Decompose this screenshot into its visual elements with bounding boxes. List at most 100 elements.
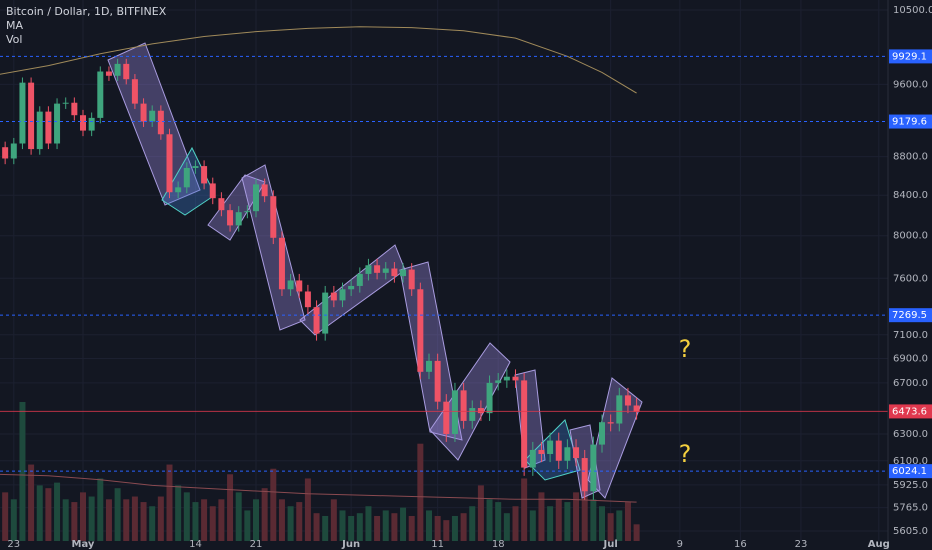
candle-body <box>624 395 631 406</box>
volume-bar <box>218 499 225 541</box>
candle-body <box>278 237 285 290</box>
volume-bar <box>564 502 571 541</box>
y-tick-label: 7600.0 <box>893 273 928 284</box>
x-tick-label: 21 <box>250 539 263 550</box>
volume-pane <box>0 402 640 541</box>
volume-bar <box>36 485 43 541</box>
candle-body <box>417 289 424 372</box>
candle-body <box>599 422 605 445</box>
candle-body <box>175 187 182 193</box>
candle-body <box>538 449 545 454</box>
candle-body <box>590 444 597 492</box>
candle-body <box>460 390 467 421</box>
candle-body <box>564 447 571 461</box>
candle-body <box>581 458 588 492</box>
candle-body <box>330 292 337 301</box>
volume-bar <box>131 496 138 541</box>
x-tick-label: May <box>72 539 95 550</box>
volume-bar <box>54 482 61 541</box>
candle-body <box>469 408 476 421</box>
volume-bar <box>624 502 631 541</box>
candle-body <box>149 110 156 122</box>
y-tick-label: 10500.0 <box>893 5 932 16</box>
candle-body <box>105 71 112 76</box>
y-tick-label: 6300.0 <box>893 429 928 440</box>
y-tick-label: 9600.0 <box>893 79 928 90</box>
volume-bar <box>460 513 467 541</box>
candle-body <box>443 401 450 434</box>
candle-body <box>183 167 190 188</box>
candle-body <box>365 265 372 274</box>
volume-bar <box>538 492 545 541</box>
volume-bar <box>313 513 320 541</box>
x-tick-label: 11 <box>431 539 444 550</box>
candle-body <box>270 196 277 238</box>
volume-bar <box>71 502 78 541</box>
volume-bar <box>547 506 554 541</box>
candle-body <box>227 210 234 226</box>
volume-bar <box>227 474 234 541</box>
candle-body <box>201 166 208 184</box>
volume-bar <box>599 506 605 541</box>
candle-body <box>555 440 562 461</box>
last-price-label: 6473.6 <box>892 406 927 417</box>
candle-body <box>123 63 130 80</box>
volume-bar <box>114 488 121 541</box>
volume-bar <box>555 499 562 541</box>
candle-body <box>426 360 432 372</box>
volume-bar <box>175 485 182 541</box>
candle-body <box>235 212 242 226</box>
y-tick-label: 8800.0 <box>893 152 928 163</box>
candle-body <box>607 422 614 424</box>
volume-bar <box>28 464 35 541</box>
y-tick-label: 6100.0 <box>893 456 928 467</box>
candle-body <box>261 184 268 197</box>
candle-body <box>54 103 61 144</box>
candle-body <box>140 103 147 122</box>
level-label-box <box>889 49 932 64</box>
candle-body <box>529 449 536 468</box>
volume-bar <box>434 515 441 541</box>
candle-body <box>348 285 355 290</box>
chart-title: Bitcoin / Dollar, 1D, BITFINEX <box>6 5 167 18</box>
candle-body <box>477 408 484 414</box>
level-label: 7269.5 <box>892 310 927 321</box>
candle-body <box>244 211 251 213</box>
candle-body <box>322 292 329 334</box>
candle-body <box>45 111 52 144</box>
volume-bar <box>278 499 285 541</box>
x-tick-label: Jul <box>603 539 618 550</box>
x-tick-label: 23 <box>795 539 808 550</box>
candle-body <box>400 269 407 277</box>
annotation: ? <box>679 335 692 363</box>
candle-body <box>10 143 17 159</box>
volume-bar <box>486 499 493 541</box>
candle-body <box>253 184 259 212</box>
volume-bar <box>270 468 277 541</box>
volume-bar <box>443 520 450 541</box>
candle-body <box>157 110 164 135</box>
y-tick-label: 7100.0 <box>893 330 928 341</box>
volume-bar <box>105 499 112 541</box>
volume-bar <box>209 506 216 541</box>
volume-bar <box>512 506 519 541</box>
last-price-box <box>889 404 932 419</box>
volume-bar <box>503 513 510 541</box>
volume-bar <box>287 506 294 541</box>
price-pane <box>0 26 888 500</box>
volume-bar <box>19 402 26 541</box>
volume-bar <box>183 492 190 541</box>
candle-body <box>408 269 415 290</box>
candle-body <box>573 447 580 459</box>
volume-bar <box>495 502 502 541</box>
volume-bar <box>348 515 355 541</box>
channel <box>429 342 511 461</box>
candle-body <box>374 265 381 273</box>
volume-bar <box>62 499 69 541</box>
y-tick-label: 5765.0 <box>893 503 928 514</box>
volume-bar <box>45 488 52 541</box>
candle-body <box>36 111 43 150</box>
y-tick-label: 6700.0 <box>893 378 928 389</box>
